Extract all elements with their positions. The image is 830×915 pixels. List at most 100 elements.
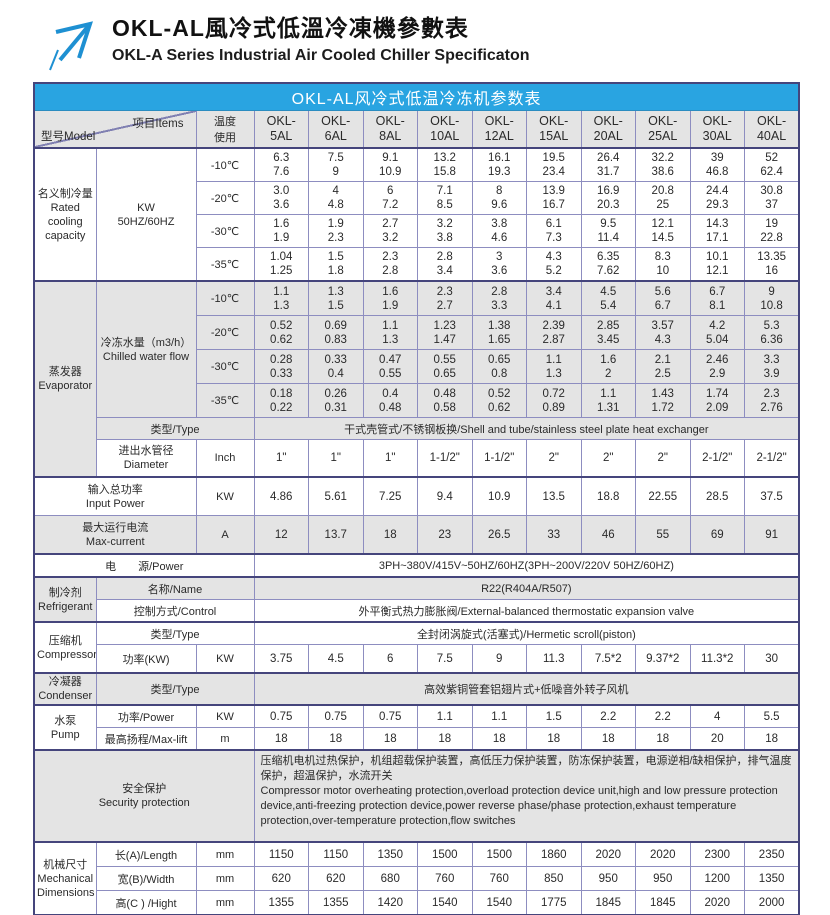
cooling-value-cell: 2.7 3.2 [362, 214, 418, 248]
model-header-cell: OKL- 6AL [308, 110, 364, 149]
pump-lift-label: 最高扬程/Max-lift [95, 727, 197, 751]
input-power-cell: 7.25 [362, 476, 418, 516]
compressor-power-row: 功率(KW) KW 3.75 4.5 6 7.5 9 11.3 7.5*2 9.37*2 11.… [34, 644, 800, 674]
dimension-length-row: 机械尺寸 Mechanical Dimensions 长(A)/Length m… [33, 841, 800, 915]
width-cell: 680 [362, 866, 418, 891]
temp-col-header: 温度 使用 [195, 110, 255, 149]
pump-power-cell: 1.1 [417, 704, 473, 728]
cooling-value-cell: 14.3 17.1 [689, 214, 745, 248]
evap-value-cell: 1.43 1.72 [635, 383, 691, 418]
cooling-value-cell: 12.1 14.5 [635, 214, 691, 248]
evap-value-cell: 2.1 2.5 [635, 349, 691, 384]
pump-lift-cell: 18 [526, 727, 582, 751]
diameter-label: 进出水管径 Diameter [95, 439, 197, 478]
model-header-cell: OKL- 25AL [635, 110, 691, 149]
input-power-cell: 10.9 [471, 476, 527, 516]
page-title: OKL-AL風冷式低溫冷凍機參數表 [112, 15, 469, 41]
cooling-value-cell: 13.2 15.8 [417, 147, 473, 182]
pump-lift-cell: 18 [417, 727, 473, 751]
diameter-value-cell: 2" [635, 439, 691, 478]
pump-lift-cell: 18 [580, 727, 636, 751]
evaporator-section-label: 蒸发器 Evaporator [33, 280, 97, 478]
model-header-cell: OKL- 40AL [744, 110, 800, 149]
evap-value-cell: 4.5 5.4 [580, 280, 636, 316]
width-cell: 850 [526, 866, 582, 891]
column-header-row: 型号Model 项目Items 温度 使用 OKL- 5AL OKL- 6AL OK… [33, 110, 800, 149]
max-current-cell: 18 [362, 515, 418, 555]
evap-value-cell: 3.3 3.9 [744, 349, 800, 384]
security-text: 压缩机电机过热保护，机组超载保护装置，高低压力保护装置，防冻保护装置，电源逆相/… [253, 749, 800, 843]
input-power-cell: 18.8 [580, 476, 636, 516]
diameter-value-cell: 1-1/2" [417, 439, 473, 478]
input-power-cell: 13.5 [526, 476, 582, 516]
model-header-cell: OKL- 15AL [526, 110, 582, 149]
security-row: 安全保护 Security protection 压缩机电机过热保护，机组超载保… [33, 749, 800, 843]
chilled-water-flow-label: 冷冻水量（m3/h） Chilled water flow [95, 280, 197, 418]
title-block: OKL-AL風冷式低溫冷凍機參數表 OKL-A Series Industria… [112, 12, 530, 67]
table-title-row: OKL-AL风冷式低温冷冻机参数表 [33, 82, 800, 111]
input-power-cell: 37.5 [744, 476, 800, 516]
cooling-value-cell: 1.9 2.3 [308, 214, 364, 248]
evap-value-cell: 4.2 5.04 [689, 315, 745, 350]
cooling-value-cell: 1.6 1.9 [253, 214, 309, 248]
input-power-cell: 9.4 [417, 476, 473, 516]
corner-cell: 型号Model 项目Items [33, 110, 197, 149]
width-cell: 950 [635, 866, 691, 891]
diameter-value-cell: 1" [362, 439, 418, 478]
cooling-value-cell: 9.5 11.4 [580, 214, 636, 248]
cooling-value-cell: 6 7.2 [362, 181, 418, 215]
evap-value-cell: 1.3 1.5 [308, 280, 364, 316]
cooling-value-cell: 7.1 8.5 [417, 181, 473, 215]
length-cell: 1350 [362, 841, 418, 867]
model-header-cell: OKL- 10AL [417, 110, 473, 149]
cooling-value-cell: 52 62.4 [744, 147, 800, 182]
evap-value-cell: 0.18 0.22 [253, 383, 309, 418]
max-current-unit: A [195, 515, 255, 555]
input-power-cell: 28.5 [689, 476, 745, 516]
pump-lift-cell: 18 [253, 727, 309, 751]
length-cell: 1500 [471, 841, 527, 867]
evap-type-label: 类型/Type [95, 417, 255, 440]
model-header-cell: OKL- 8AL [362, 110, 418, 149]
evaporator-row: -35℃ 0.18 0.22 0.26 0.31 0.4 0.48 0.48 0.58… [34, 383, 800, 418]
page-subtitle: OKL-A Series Industrial Air Cooled Chill… [112, 47, 530, 64]
height-cell: 2020 [689, 890, 745, 915]
page-header: OKL-AL風冷式低溫冷凍機參數表 OKL-A Series Industria… [0, 0, 830, 72]
temp-cell: -20℃ [195, 315, 255, 350]
evap-value-cell: 2.46 2.9 [689, 349, 745, 384]
max-current-cell: 91 [744, 515, 800, 555]
diagonal-divider [35, 111, 195, 147]
height-cell: 1540 [417, 890, 473, 915]
input-power-label: 输入总功率 Input Power [33, 476, 197, 516]
max-current-cell: 12 [253, 515, 309, 555]
width-cell: 760 [471, 866, 527, 891]
refrigerant-name-label: 名称/Name [95, 576, 255, 600]
compressor-power-cell: 9.37*2 [635, 644, 691, 674]
evaporator-row: -20℃ 0.52 0.62 0.69 0.83 1.1 1.3 1.23 1.47 1… [34, 315, 800, 350]
pump-lift-row: 最高扬程/Max-lift m 18 18 18 18 18 18 18 18 20 18 [34, 727, 800, 751]
input-power-cell: 4.86 [253, 476, 309, 516]
dimensions-section-label: 机械尺寸 Mechanical Dimensions [33, 841, 97, 915]
condenser-type-label: 类型/Type [95, 672, 255, 706]
cooling-row: -20℃ 3.0 3.6 4 4.8 6 7.2 7.1 8.5 8 9.6 13.9 1… [34, 181, 800, 215]
cooling-value-cell: 6.1 7.3 [526, 214, 582, 248]
evap-value-cell: 6.7 8.1 [689, 280, 745, 316]
refrigerant-section-label: 制冷剂 Refrigerant [33, 576, 97, 623]
cooling-row: -35℃ 1.04 1.25 1.5 1.8 2.3 2.8 2.8 3.4 3 3.6… [34, 247, 800, 282]
compressor-power-cell: 7.5*2 [580, 644, 636, 674]
length-cell: 1500 [417, 841, 473, 867]
diameter-value-cell: 2-1/2" [689, 439, 745, 478]
refrigerant-control-row: 控制方式/Control 外平衡式热力膨胀阀/External-balanced… [34, 599, 800, 623]
evap-value-cell: 2.3 2.7 [417, 280, 473, 316]
cooling-unit-label: KW 50HZ/60HZ [95, 147, 197, 282]
compressor-power-cell: 6 [362, 644, 418, 674]
evap-value-cell: 0.47 0.55 [362, 349, 418, 384]
security-section-label: 安全保护 Security protection [33, 749, 255, 843]
evap-value-cell: 0.52 0.62 [253, 315, 309, 350]
model-header-cell: OKL- 20AL [580, 110, 636, 149]
pump-section-label: 水泵 Pump [33, 704, 97, 751]
cooling-value-cell: 8.3 10 [635, 247, 691, 282]
evap-value-cell: 1.1 1.3 [526, 349, 582, 384]
compressor-type-row: 压缩机 Compressor 类型/Type 全封闭涡旋式(活塞式)/Herme… [33, 621, 800, 674]
